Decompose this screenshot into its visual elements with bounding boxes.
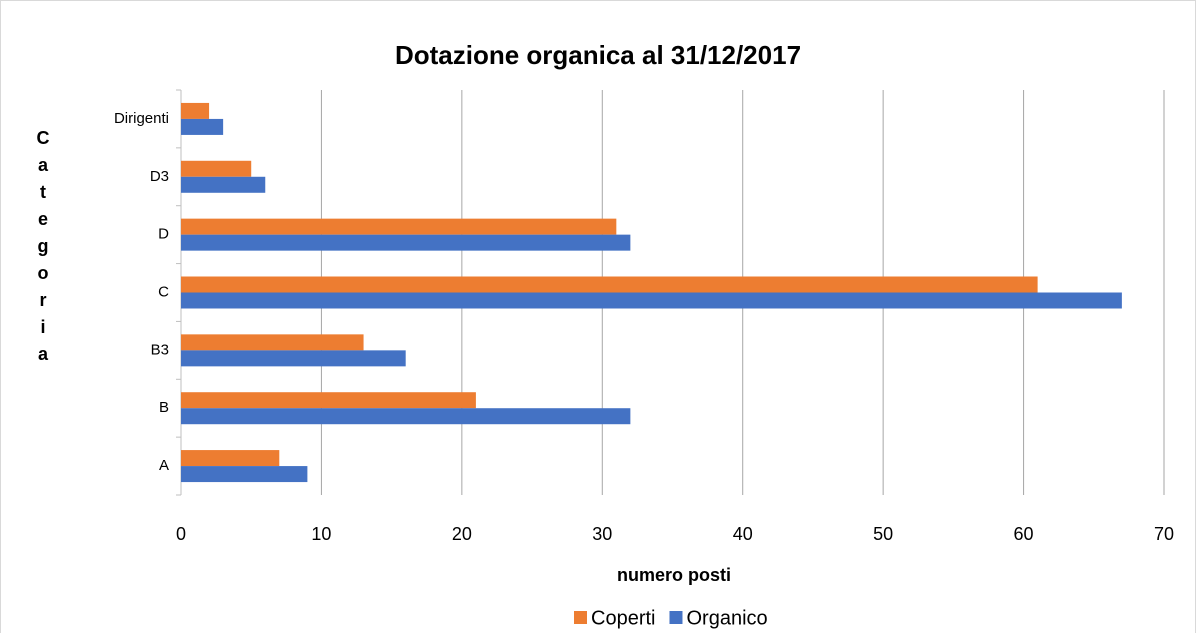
bar <box>181 176 266 193</box>
y-axis-label: Categoria <box>33 128 53 371</box>
x-tick-label: 10 <box>311 524 331 544</box>
x-tick-label: 20 <box>452 524 472 544</box>
bar <box>181 218 617 235</box>
legend-label: Coperti <box>591 607 655 629</box>
bar <box>181 392 476 409</box>
bar <box>181 292 1122 309</box>
bar <box>181 466 308 483</box>
legend-label: Organico <box>686 607 767 629</box>
y-tick-label: A <box>159 457 169 474</box>
x-axis-label: numero posti <box>617 565 731 585</box>
x-tick-label: 50 <box>873 524 893 544</box>
legend-swatch <box>574 611 587 624</box>
x-tick-label: 70 <box>1154 524 1174 544</box>
y-tick-label: D <box>158 226 169 243</box>
bar <box>181 276 1038 293</box>
bar <box>181 450 280 467</box>
y-tick-label: B3 <box>151 341 169 358</box>
legend-swatch <box>669 611 683 624</box>
x-tick-label: 30 <box>592 524 612 544</box>
chart-title: Dotazione organica al 31/12/2017 <box>395 40 801 70</box>
y-tick-label: C <box>158 283 169 300</box>
bar <box>181 408 631 425</box>
bar <box>181 160 252 177</box>
bar <box>181 334 364 351</box>
x-tick-label: 60 <box>1014 524 1034 544</box>
bar <box>181 102 210 119</box>
y-tick-label: B <box>159 399 169 416</box>
bar <box>181 118 224 135</box>
y-tick-label: D3 <box>150 168 169 185</box>
x-tick-label: 40 <box>733 524 753 544</box>
y-tick-label: Dirigenti <box>114 110 169 127</box>
bar <box>181 234 631 251</box>
x-tick-label: 0 <box>176 524 186 544</box>
bar <box>181 350 406 367</box>
